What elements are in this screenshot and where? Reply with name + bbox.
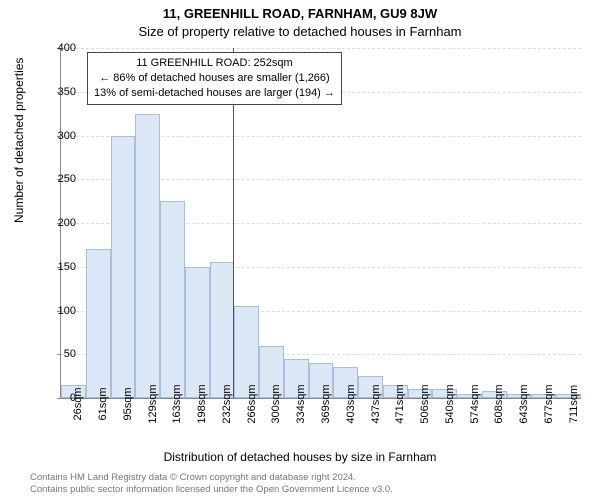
y-tick-label: 200	[46, 217, 76, 229]
y-tick-label: 350	[46, 86, 76, 98]
x-tick-label: 471sqm	[394, 384, 406, 423]
y-tick-label: 50	[46, 348, 76, 360]
x-tick-label: 198sqm	[196, 384, 208, 423]
footer-line1: Contains HM Land Registry data © Crown c…	[30, 472, 592, 484]
x-tick-label: 403sqm	[345, 384, 357, 423]
x-tick-label: 506sqm	[419, 384, 431, 423]
x-tick-label: 643sqm	[518, 384, 530, 423]
x-tick-label: 437sqm	[370, 384, 382, 423]
x-tick-label: 266sqm	[246, 384, 258, 423]
x-tick-label: 369sqm	[320, 384, 332, 423]
x-tick-label: 608sqm	[493, 384, 505, 423]
footer: Contains HM Land Registry data © Crown c…	[30, 472, 592, 496]
x-tick-label: 61sqm	[97, 387, 109, 420]
y-tick-label: 100	[46, 305, 76, 317]
callout-line1: 11 GREENHILL ROAD: 252sqm	[94, 56, 335, 71]
footer-line2: Contains public sector information licen…	[30, 484, 592, 496]
y-tick-label: 300	[46, 130, 76, 142]
x-tick-label: 574sqm	[469, 384, 481, 423]
histogram-bar	[160, 201, 185, 398]
y-tick-label: 250	[46, 173, 76, 185]
chart-title: 11, GREENHILL ROAD, FARNHAM, GU9 8JW	[0, 6, 600, 21]
y-tick-label: 400	[46, 42, 76, 54]
x-axis-label: Distribution of detached houses by size …	[0, 450, 600, 464]
chart-container: 11, GREENHILL ROAD, FARNHAM, GU9 8JW Siz…	[0, 0, 600, 500]
x-tick-label: 26sqm	[72, 387, 84, 420]
x-tick-label: 232sqm	[221, 384, 233, 423]
y-tick-label: 150	[46, 261, 76, 273]
histogram-bar	[210, 262, 235, 398]
chart-subtitle: Size of property relative to detached ho…	[0, 24, 600, 39]
x-tick-label: 677sqm	[543, 384, 555, 423]
callout-line2: ← 86% of detached houses are smaller (1,…	[94, 71, 335, 86]
callout-line3: 13% of semi-detached houses are larger (…	[94, 86, 335, 101]
x-tick-label: 300sqm	[270, 384, 282, 423]
plot-area: 11 GREENHILL ROAD: 252sqm ← 86% of detac…	[60, 48, 581, 399]
x-tick-label: 129sqm	[147, 384, 159, 423]
histogram-bar	[135, 114, 160, 398]
histogram-bar	[185, 267, 210, 398]
x-tick-label: 95sqm	[122, 387, 134, 420]
histogram-bar	[111, 136, 136, 399]
callout-box: 11 GREENHILL ROAD: 252sqm ← 86% of detac…	[87, 52, 342, 105]
x-tick-label: 540sqm	[444, 384, 456, 423]
x-tick-label: 711sqm	[568, 385, 580, 423]
y-axis-label: Number of detached properties	[12, 58, 26, 223]
grid-line	[61, 48, 581, 49]
x-tick-label: 334sqm	[295, 384, 307, 423]
histogram-bar	[86, 249, 111, 398]
x-tick-label: 163sqm	[171, 384, 183, 423]
